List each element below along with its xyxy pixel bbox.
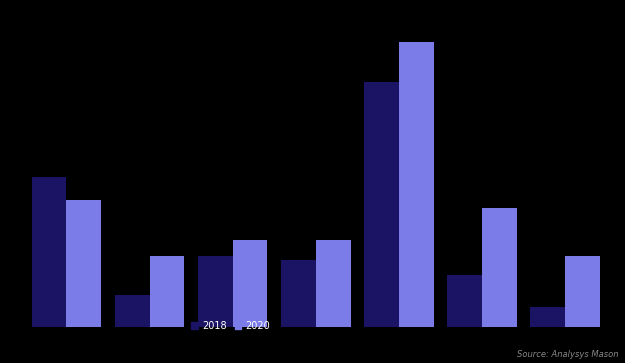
Bar [149, 256, 184, 327]
Bar [565, 256, 599, 327]
Bar [114, 295, 149, 327]
Bar [447, 276, 482, 327]
Bar [364, 82, 399, 327]
Bar [32, 177, 66, 327]
Text: Source: Analysys Mason: Source: Analysys Mason [518, 350, 619, 359]
Bar [281, 260, 316, 327]
Bar [66, 200, 101, 327]
Bar [530, 307, 565, 327]
Bar [198, 256, 232, 327]
Bar [482, 208, 517, 327]
Legend: 2018, 2020: 2018, 2020 [188, 317, 274, 334]
Bar [316, 240, 351, 327]
Bar [399, 42, 434, 327]
Bar [232, 240, 268, 327]
